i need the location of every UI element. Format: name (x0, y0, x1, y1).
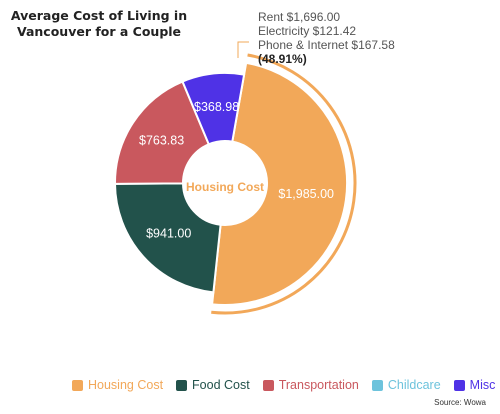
slice-misc (181, 72, 246, 146)
legend-label-childcare: Childcare (387, 378, 441, 392)
legend-item-transportation[interactable]: Transportation (262, 378, 359, 392)
annotation-line-phone: Phone & Internet $167.58 (258, 38, 395, 52)
slice-transportation (113, 80, 211, 185)
annotation-percent: (48.91%) (258, 52, 307, 66)
annotation-leader-line (237, 41, 249, 58)
housing-cost-highlight-arc (211, 53, 357, 315)
housing-annotation: Rent $1,696.00 Electricity $121.42 Phone… (258, 10, 395, 66)
chart-legend: Housing Cost Food Cost Transportation Child… (72, 378, 495, 392)
legend-label-housing-cost: Housing Cost (88, 378, 164, 392)
slice-label-transportation: $763.83 (139, 133, 184, 147)
legend-label-misc: Misc (469, 378, 496, 392)
slice-label-housing-cost: $1,985.00 (278, 187, 334, 201)
legend-label-food-cost: Food Cost (192, 378, 250, 392)
annotation-line-electricity: Electricity $121.42 (258, 24, 356, 38)
slice-label-food-cost: $941.00 (146, 226, 191, 240)
legend-item-food-cost[interactable]: Food Cost (176, 378, 250, 392)
chart-title: Average Cost of Living in Vancouver for … (0, 8, 198, 40)
slice-food-cost (113, 182, 222, 294)
center-label: Housing Cost (186, 180, 264, 194)
legend-swatch-food-cost (176, 379, 188, 391)
legend-swatch-childcare (371, 379, 383, 391)
source-credit: Source: Wowa (434, 398, 486, 407)
legend-item-misc[interactable]: Misc (453, 378, 496, 392)
legend-item-childcare[interactable]: Childcare (371, 378, 441, 392)
legend-item-housing-cost[interactable]: Housing Cost (72, 378, 163, 392)
donut-slices (113, 61, 349, 306)
slice-label-misc: $368.98 (194, 100, 239, 114)
legend-label-transportation: Transportation (278, 378, 359, 392)
legend-swatch-misc (453, 379, 465, 391)
legend-swatch-transportation (262, 379, 274, 391)
chart-title-line-1: Average Cost of Living in (10, 8, 188, 23)
legend-swatch-housing-cost (72, 379, 83, 391)
slice-housing-cost (211, 61, 349, 306)
slice-value-labels: $1,985.00 $941.00 $763.83 $368.98 (139, 100, 334, 241)
annotation-line-rent: Rent $1,696.00 (258, 10, 340, 24)
chart-title-line-2: Vancouver for a Couple (16, 24, 182, 39)
